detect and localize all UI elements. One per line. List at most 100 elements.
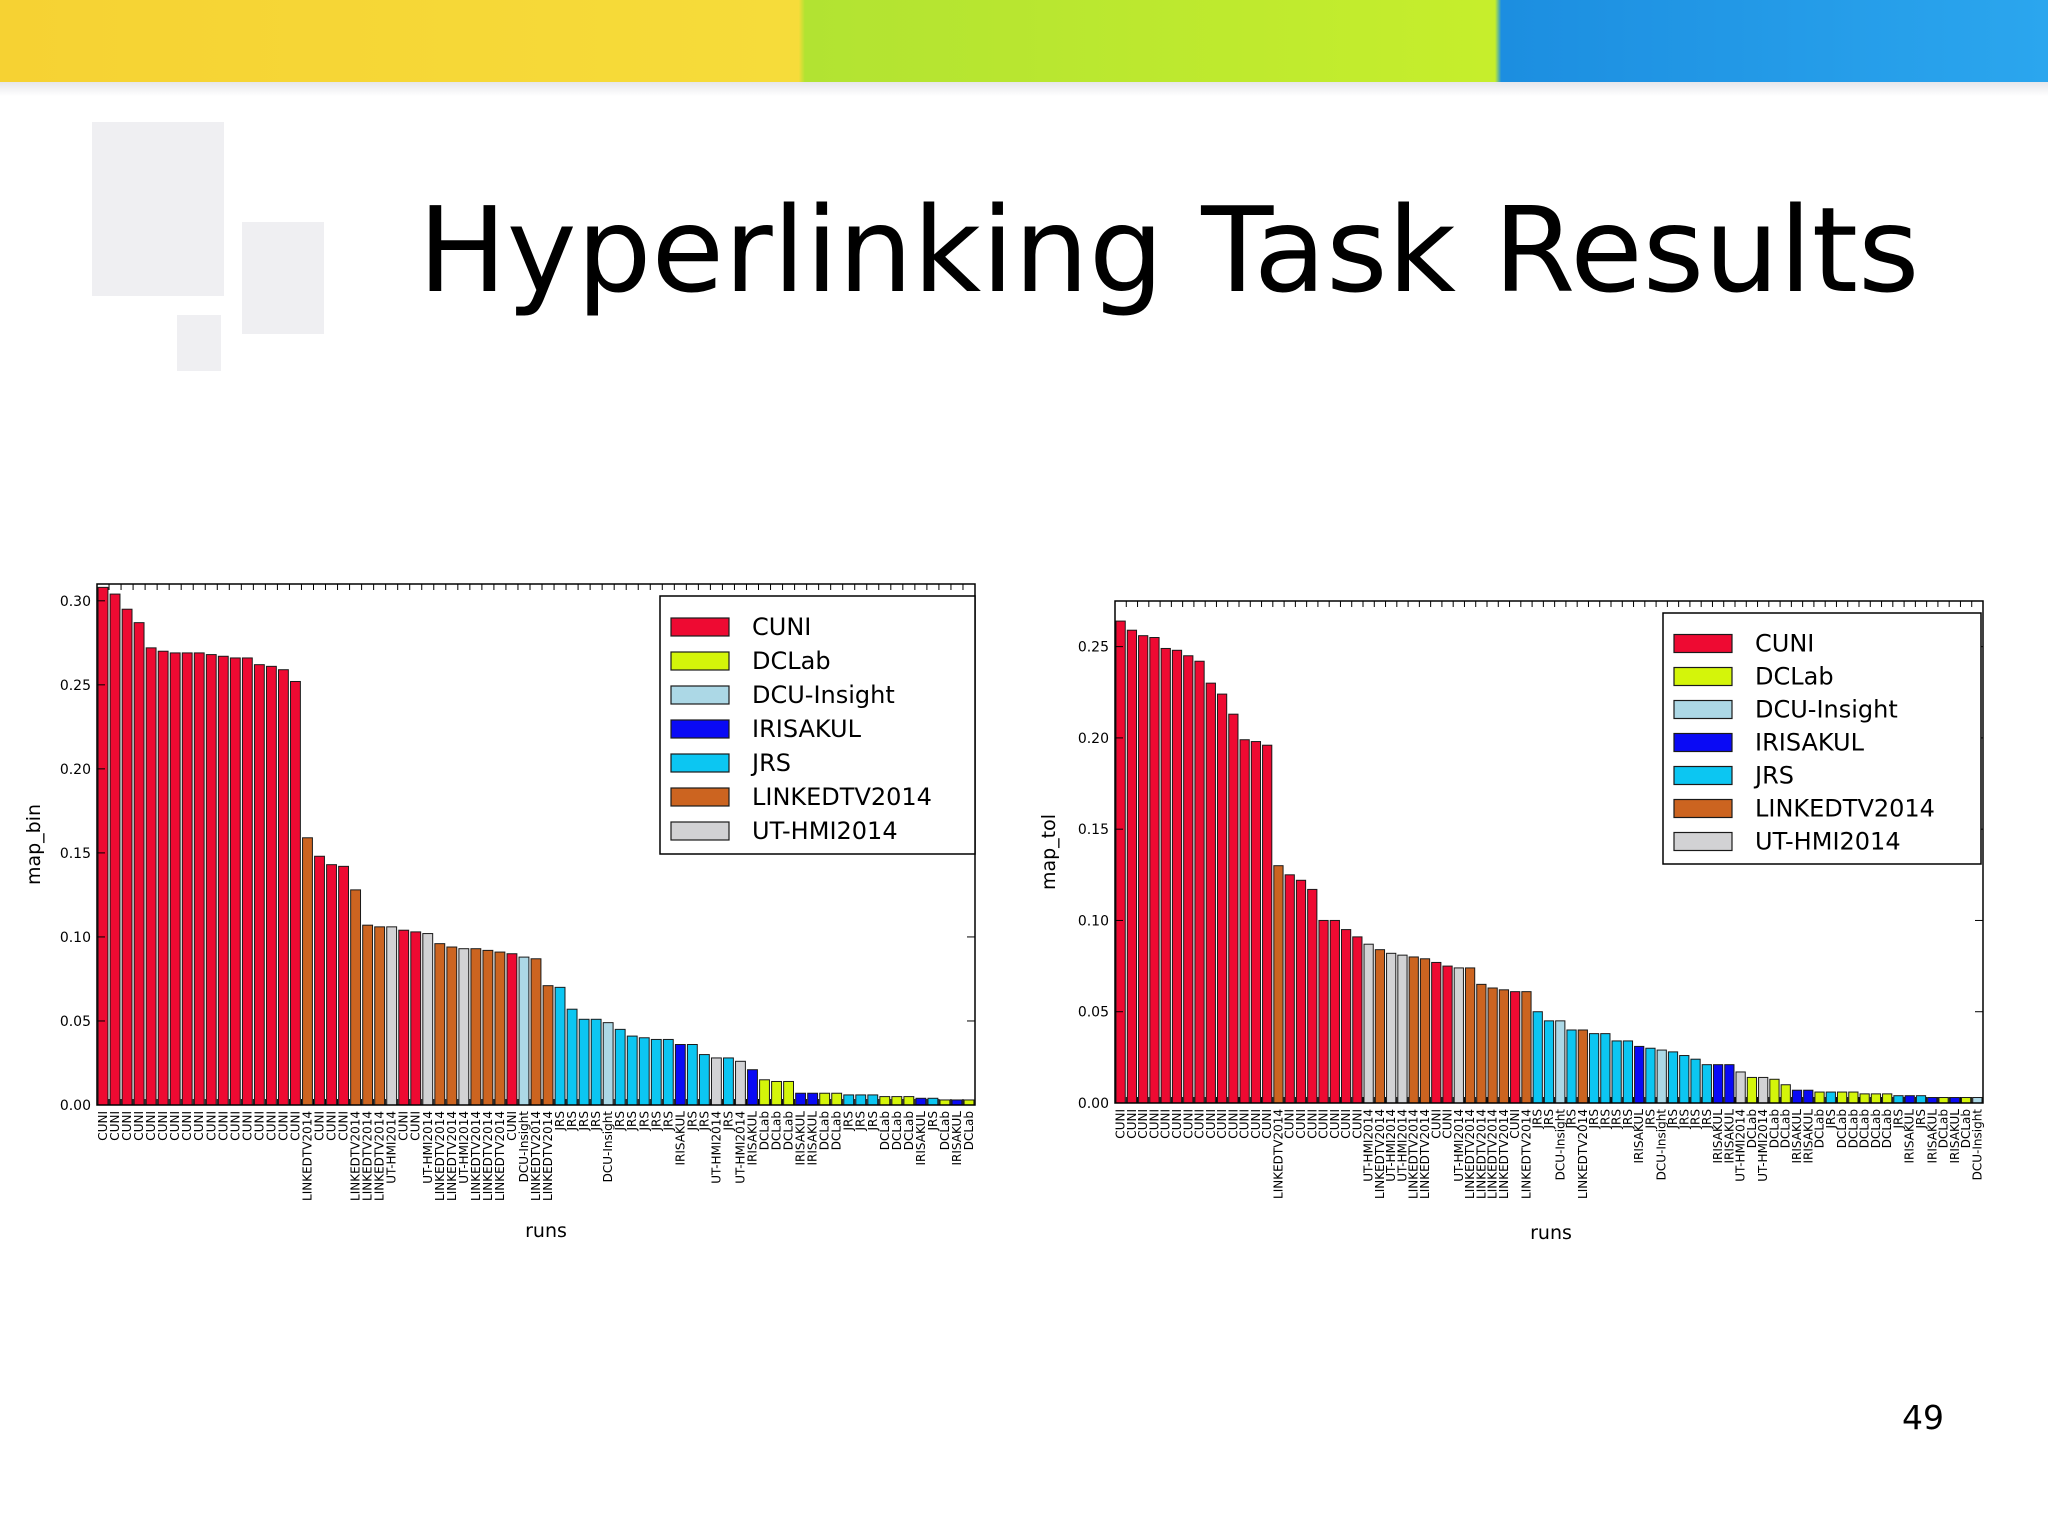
bar-dclab <box>831 1092 843 1106</box>
bar-cuni <box>121 608 133 1106</box>
map-bin-chart: 0.000.050.100.150.200.250.30CUNICUNICUNI… <box>23 583 976 1242</box>
x-tick-label: JRS <box>1610 1109 1624 1130</box>
bar-cuni <box>326 864 337 1106</box>
plot-frame <box>1114 600 1984 1104</box>
x-tick-label: JRS <box>1565 1109 1579 1130</box>
x-axis-label: runs <box>1530 1222 1572 1244</box>
y-tick-label: 0.20 <box>60 762 91 778</box>
y-axis-label: map_tol <box>1038 814 1060 890</box>
legend-label: UT-HMI2014 <box>752 817 898 845</box>
bar-ut-hmi2014 <box>735 1060 746 1106</box>
x-tick-label: CUNI <box>1339 1109 1353 1139</box>
x-tick-label: JRS <box>625 1111 639 1132</box>
x-tick-label: UT-HMI2014 <box>457 1111 471 1184</box>
bar-cuni <box>181 652 193 1106</box>
bar-cuni <box>133 622 145 1106</box>
bar-linkedtv2014 <box>1419 958 1431 1104</box>
bar-cuni <box>1183 655 1194 1104</box>
header-shadow <box>0 82 2048 96</box>
x-tick-label: CUNI <box>1305 1109 1319 1139</box>
bar-cuni <box>157 650 169 1106</box>
bar-jrs <box>1667 1051 1679 1104</box>
bar-ut-hmi2014 <box>1397 954 1408 1104</box>
y-axis-label: map_bin <box>23 804 45 885</box>
bar-jrs <box>1679 1055 1690 1104</box>
x-tick-label: JRS <box>1587 1109 1601 1130</box>
y-tick-label: 0.05 <box>1078 1005 1109 1021</box>
x-tick-label: CUNI <box>1114 1109 1128 1139</box>
x-tick-label: CUNI <box>1159 1109 1173 1139</box>
bar-dclab <box>759 1079 770 1106</box>
bar-ut-hmi2014 <box>1758 1076 1769 1104</box>
bar-dclab <box>1938 1097 1949 1104</box>
legend-label: LINKEDTV2014 <box>752 783 932 811</box>
x-tick-label: JRS <box>854 1111 868 1132</box>
bar-cuni <box>1239 739 1250 1104</box>
y-tick-label: 0.30 <box>60 594 91 610</box>
x-tick-label: DCLab <box>1745 1109 1759 1148</box>
bar-jrs <box>843 1094 855 1106</box>
bar-dclab <box>879 1096 891 1106</box>
x-tick-label: CUNI <box>1181 1109 1195 1139</box>
x-tick-label: JRS <box>637 1111 651 1132</box>
bar-dcu-insight <box>1656 1049 1667 1104</box>
bar-cuni <box>253 664 265 1106</box>
x-tick-label: JRS <box>1824 1109 1838 1130</box>
bar-cuni <box>1228 713 1239 1104</box>
bar-ut-hmi2014 <box>710 1057 722 1106</box>
y-tick-label: 0.00 <box>1078 1096 1109 1112</box>
x-tick-label: DCLab <box>1846 1109 1860 1148</box>
bar-linkedtv2014 <box>350 889 362 1106</box>
bar-cuni <box>1262 744 1273 1104</box>
legend-swatch <box>1673 633 1733 654</box>
x-tick-label: JRS <box>1621 1109 1635 1130</box>
bar-cuni <box>314 855 325 1106</box>
x-tick-label: JRS <box>577 1111 591 1132</box>
legend-swatch <box>670 753 730 773</box>
legend-swatch <box>1673 765 1733 786</box>
x-tick-label: DCLab <box>1767 1109 1781 1148</box>
x-tick-label: CUNI <box>168 1111 182 1141</box>
bar-cuni <box>265 665 277 1106</box>
bar-cuni <box>1149 637 1160 1104</box>
bar-linkedtv2014 <box>1498 989 1510 1104</box>
x-tick-label: CUNI <box>1350 1109 1364 1139</box>
x-tick-label: DCLab <box>1835 1109 1849 1148</box>
x-tick-label: JRS <box>649 1111 663 1132</box>
legend-swatch <box>1673 831 1733 852</box>
bar-jrs <box>927 1097 939 1106</box>
bar-dclab <box>783 1080 795 1106</box>
y-tick-label: 0.25 <box>1078 640 1109 656</box>
bar-irisakul <box>1634 1045 1645 1104</box>
bar-cuni <box>145 647 157 1106</box>
bar-irisakul <box>747 1069 758 1106</box>
bar-dcu-insight <box>602 1022 614 1106</box>
bar-jrs <box>578 1018 590 1106</box>
x-tick-label: JRS <box>1700 1109 1714 1130</box>
x-tick-label: JRS <box>1598 1109 1612 1130</box>
legend-label: DCU-Insight <box>1755 696 1898 724</box>
x-tick-label: LINKEDTV2014 <box>541 1111 555 1201</box>
x-tick-label: CUNI <box>1429 1109 1443 1139</box>
x-tick-label: CUNI <box>1508 1109 1522 1139</box>
legend-label: DCLab <box>1755 663 1834 691</box>
x-tick-label: CUNI <box>1441 1109 1455 1139</box>
bar-cuni <box>97 586 109 1106</box>
header-color-band <box>0 0 2048 82</box>
legend-swatch <box>1673 732 1733 753</box>
legend-swatch <box>1673 798 1733 819</box>
decor-square-medium <box>242 222 324 334</box>
bar-ut-hmi2014 <box>386 926 398 1106</box>
x-tick-label: LINKEDTV2014 <box>1474 1109 1488 1199</box>
bar-cuni <box>1307 888 1318 1104</box>
y-tick-label: 0.00 <box>60 1098 91 1114</box>
x-tick-label: JRS <box>589 1111 603 1132</box>
x-tick-label: LINKEDTV2014 <box>1519 1109 1533 1199</box>
x-tick-label: CUNI <box>1147 1109 1161 1139</box>
x-tick-label: DCLab <box>890 1111 904 1150</box>
bar-irisakul <box>1791 1089 1803 1104</box>
x-tick-label: DCLab <box>818 1111 832 1150</box>
bar-linkedtv2014 <box>1273 865 1284 1104</box>
x-tick-label: LINKEDTV2014 <box>361 1111 375 1201</box>
bar-linkedtv2014 <box>1577 1029 1588 1104</box>
